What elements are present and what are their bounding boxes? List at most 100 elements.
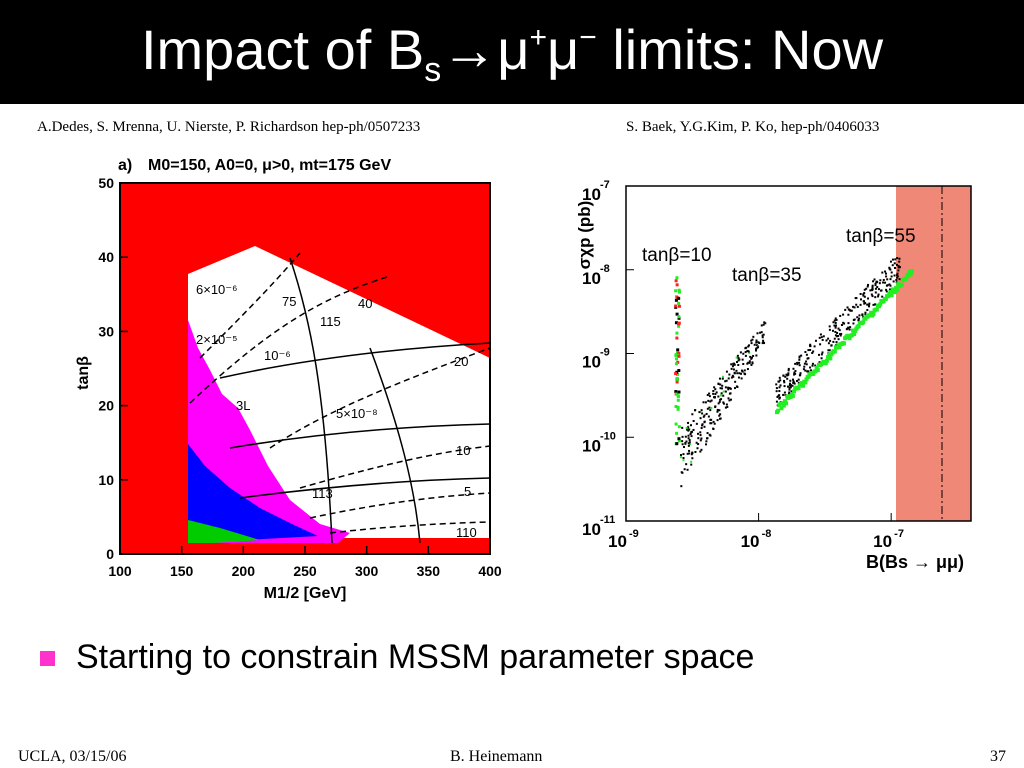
point-tanb35: [725, 403, 728, 406]
point-tanb55: [885, 284, 888, 287]
contour-line-solid-c: [239, 477, 491, 499]
point-tanb35: [686, 468, 689, 471]
point-tanb35: [699, 417, 702, 420]
point-tanb35: [731, 365, 734, 368]
point-tanb55: [792, 367, 795, 370]
point-tanb35: [721, 384, 724, 387]
point-tanb35: [722, 390, 725, 393]
point-tanb10: [674, 362, 678, 366]
point-tanb35: [692, 420, 695, 423]
contour-line-113: [369, 347, 421, 544]
point-tanb35: [738, 372, 741, 375]
point-tanb55: [885, 288, 888, 291]
point-tanb55: [846, 327, 849, 330]
point-tanb35: [730, 398, 733, 401]
point-tanb35: [699, 411, 702, 414]
point-tanb55: [898, 257, 901, 260]
point-tanb35: [718, 400, 721, 403]
point-tanb55: [839, 333, 842, 336]
point-tanb35: [714, 388, 717, 391]
point-tanb35: [755, 349, 758, 352]
point-tanb55: [777, 394, 780, 397]
point-tanb35: [756, 332, 759, 335]
point-tanb55-green: [803, 380, 808, 385]
x-tick-exponent: -7: [894, 528, 904, 540]
point-tanb35: [750, 363, 753, 366]
plot-header: M0=150, A0=0, μ>0, mt=175 GeV: [148, 157, 391, 174]
point-tanb55: [849, 326, 852, 329]
point-tanb55: [775, 387, 778, 390]
point-tanb10: [674, 372, 678, 376]
point-tanb55: [889, 278, 892, 281]
point-tanb35: [682, 445, 685, 448]
y-tick-exponent: -7: [600, 179, 610, 191]
point-tanb55: [835, 341, 838, 344]
point-tanb35: [743, 369, 746, 372]
point-tanb35: [719, 387, 722, 390]
point-tanb35: [713, 386, 716, 389]
point-tanb55-green: [792, 389, 797, 394]
point-tanb55: [847, 313, 850, 316]
point-tanb55: [870, 288, 873, 291]
point-tanb55: [821, 338, 824, 341]
point-tanb55: [889, 268, 892, 271]
point-tanb35: [707, 399, 710, 402]
point-tanb55: [792, 381, 795, 384]
point-tanb35: [709, 400, 712, 403]
point-tanb35: [710, 406, 713, 409]
point-tanb10: [676, 405, 680, 409]
point-tanb55: [847, 322, 850, 325]
point-tanb10: [676, 348, 680, 352]
point-tanb35: [724, 390, 727, 393]
point-tanb35: [687, 421, 690, 424]
point-tanb35: [718, 414, 721, 417]
point-tanb35: [690, 435, 693, 438]
point-tanb10: [674, 289, 678, 293]
point-tanb55-green: [853, 328, 858, 333]
point-tanb35: [703, 421, 706, 424]
point-tanb35: [682, 453, 685, 456]
point-tanb55-green: [869, 310, 874, 315]
point-tanb35: [733, 372, 736, 375]
point-tanb35: [746, 368, 749, 371]
point-tanb55: [793, 373, 796, 376]
point-tanb35: [735, 369, 738, 372]
contour-line-40: [189, 275, 391, 404]
point-tanb35: [721, 375, 724, 378]
point-tanb55: [868, 302, 871, 305]
point-tanb35: [688, 441, 691, 444]
point-tanb55: [866, 303, 869, 306]
point-tanb55: [873, 278, 876, 281]
point-tanb35: [695, 441, 698, 444]
point-tanb55: [877, 288, 880, 291]
point-tanb55: [867, 283, 870, 286]
point-tanb55: [876, 286, 879, 289]
point-tanb55: [828, 349, 831, 352]
point-tanb55: [864, 311, 867, 314]
contour-label: 10⁻⁶: [264, 348, 291, 363]
point-tanb55: [855, 303, 858, 306]
point-tanb35: [721, 377, 724, 380]
point-tanb35: [686, 426, 689, 429]
point-tanb55: [878, 282, 881, 285]
point-tanb55: [814, 339, 817, 342]
point-tanb35: [687, 437, 690, 440]
point-tanb55: [850, 309, 853, 312]
point-tanb10: [677, 304, 681, 308]
point-tanb55: [828, 328, 831, 331]
point-tanb55: [787, 372, 790, 375]
x-axis-label: M1/2 [GeV]: [264, 585, 347, 602]
point-tanb35: [762, 333, 765, 336]
y-tick-base: 10: [582, 436, 601, 455]
point-tanb55: [882, 281, 885, 284]
point-tanb55: [796, 361, 799, 364]
point-tanb10: [675, 331, 679, 335]
point-tanb35: [752, 354, 755, 357]
point-tanb10: [675, 283, 679, 287]
point-tanb35: [739, 351, 742, 354]
point-tanb55: [866, 285, 869, 288]
point-tanb55: [834, 324, 837, 327]
point-tanb55: [803, 362, 806, 365]
point-tanb35: [700, 437, 703, 440]
